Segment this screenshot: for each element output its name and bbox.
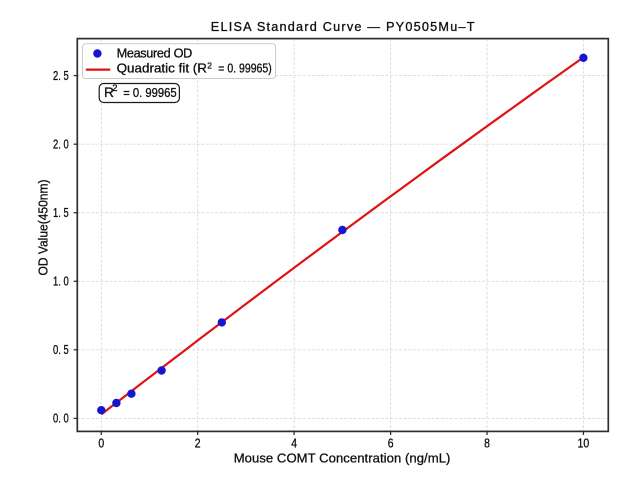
svg-text:1. 0: 1. 0	[53, 275, 69, 289]
svg-text:ELISA Standard Curve — PY0505M: ELISA Standard Curve — PY0505Mu–T	[211, 20, 475, 34]
svg-text:0. 5: 0. 5	[53, 343, 69, 357]
svg-text:= 0. 99965): = 0. 99965)	[218, 61, 271, 75]
svg-text:OD Value(450nm): OD Value(450nm)	[37, 180, 51, 276]
svg-text:1. 5: 1. 5	[53, 206, 69, 220]
svg-text:0: 0	[98, 437, 104, 451]
svg-text:2: 2	[195, 437, 201, 451]
svg-text:Quadratic fit (R: Quadratic fit (R	[117, 61, 207, 75]
svg-text:2. 0: 2. 0	[53, 138, 69, 152]
svg-text:0. 0: 0. 0	[53, 412, 69, 426]
svg-text:2: 2	[207, 60, 212, 70]
svg-text:R: R	[104, 85, 114, 100]
svg-text:4: 4	[291, 437, 297, 451]
svg-text:= 0. 99965: = 0. 99965	[123, 85, 176, 100]
svg-text:Measured OD: Measured OD	[117, 47, 193, 61]
svg-text:6: 6	[388, 437, 394, 451]
svg-text:8: 8	[484, 437, 490, 451]
svg-text:10: 10	[578, 437, 590, 451]
svg-text:Mouse COMT Concentration (ng/m: Mouse COMT Concentration (ng/mL)	[234, 450, 451, 465]
svg-text:2. 5: 2. 5	[53, 69, 69, 83]
svg-text:2: 2	[112, 83, 117, 94]
